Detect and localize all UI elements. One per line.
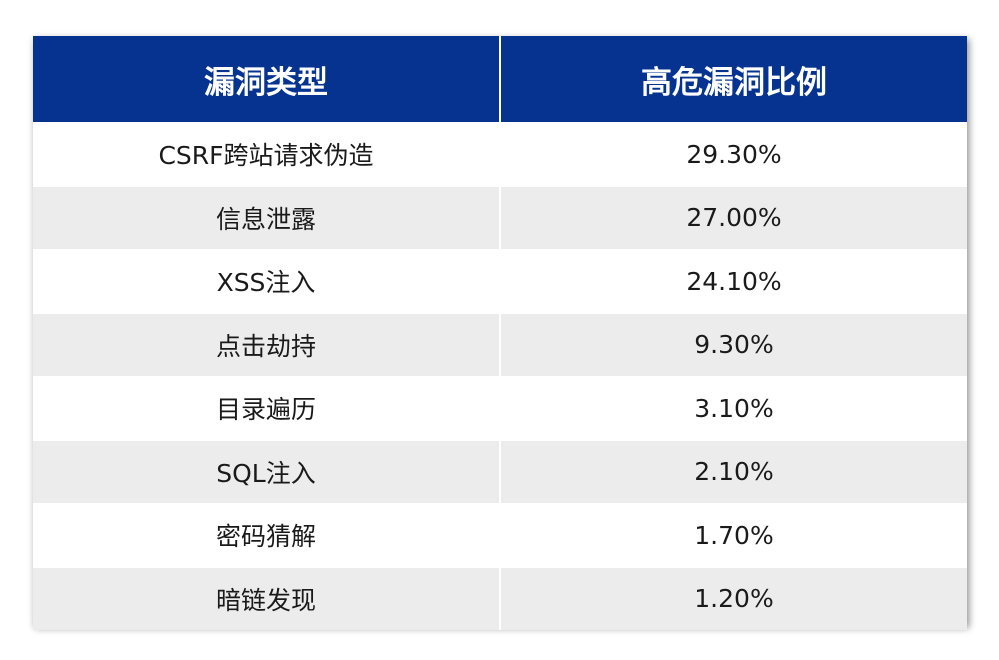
vulnerability-table-card: 漏洞类型 高危漏洞比例 CSRF跨站请求伪造 29.30% 信息泄露 27.00… — [33, 36, 967, 630]
header-vulnerability-type: 漏洞类型 — [33, 36, 501, 123]
table-row: 密码猜解 1.70% — [33, 503, 967, 567]
cell-type: 信息泄露 — [33, 185, 501, 250]
cell-ratio: 1.20% — [500, 566, 967, 630]
cell-ratio: 24.10% — [500, 249, 967, 313]
vulnerability-table: 漏洞类型 高危漏洞比例 CSRF跨站请求伪造 29.30% 信息泄露 27.00… — [33, 36, 967, 630]
cell-type: XSS注入 — [33, 249, 501, 313]
table-row: 暗链发现 1.20% — [33, 566, 967, 630]
table-header-row: 漏洞类型 高危漏洞比例 — [33, 36, 967, 123]
table-row: 信息泄露 27.00% — [33, 185, 967, 250]
cell-type: 密码猜解 — [33, 503, 501, 567]
cell-ratio: 27.00% — [500, 185, 967, 250]
table-row: 点击劫持 9.30% — [33, 312, 967, 377]
table-row: CSRF跨站请求伪造 29.30% — [33, 122, 967, 186]
cell-ratio: 9.30% — [500, 312, 967, 377]
cell-ratio: 1.70% — [500, 503, 967, 567]
table-row: 目录遍历 3.10% — [33, 376, 967, 440]
cell-ratio: 2.10% — [500, 439, 967, 504]
cell-type: 点击劫持 — [33, 312, 501, 377]
cell-type: 目录遍历 — [33, 376, 501, 440]
cell-type: 暗链发现 — [33, 566, 501, 630]
cell-type: SQL注入 — [33, 439, 501, 504]
table-row: XSS注入 24.10% — [33, 249, 967, 313]
header-high-risk-ratio: 高危漏洞比例 — [500, 36, 967, 123]
table-row: SQL注入 2.10% — [33, 439, 967, 504]
cell-ratio: 29.30% — [500, 122, 967, 186]
cell-type: CSRF跨站请求伪造 — [33, 122, 501, 186]
cell-ratio: 3.10% — [500, 376, 967, 440]
